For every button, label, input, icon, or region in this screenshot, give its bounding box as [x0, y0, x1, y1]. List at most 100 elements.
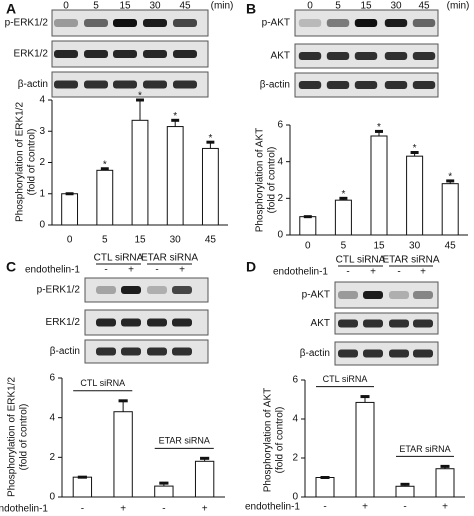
blot-band [121, 286, 141, 294]
blot-band [298, 19, 322, 27]
lane-label: 0 [63, 1, 69, 12]
blot-band [143, 80, 167, 89]
x-tick-label: - [81, 504, 84, 515]
y-axis-label: (fold of control) [267, 147, 278, 214]
lane-label: - [104, 265, 107, 276]
y-axis-label: Phosphorylation of ERK1/2 [7, 377, 18, 498]
bar [96, 169, 114, 226]
blot-band [389, 349, 409, 358]
error-cap [65, 192, 74, 196]
blot-band [412, 52, 436, 60]
blot-band [172, 347, 192, 356]
blot-band [298, 52, 322, 60]
error-cap [159, 481, 169, 485]
blot-band [389, 291, 409, 299]
panel-letter: A [6, 1, 16, 17]
x-tick-label: + [202, 504, 208, 515]
blot-band [412, 19, 436, 27]
group-label: ETAR siRNA [399, 444, 450, 454]
blot-row-label: p-ERK1/2 [37, 285, 81, 296]
lane-label: - [346, 267, 349, 278]
lane-label: 15 [360, 1, 372, 12]
x-axis-label: endothelin-1 [0, 504, 48, 515]
x-axis-label: endothelin-1 [245, 502, 300, 513]
x-tick-label: 30 [409, 241, 421, 252]
group-label: CTL siRNA [336, 255, 386, 266]
blot-band [413, 291, 433, 299]
x-tick-label: 15 [373, 241, 385, 252]
significance-marker: * [138, 91, 142, 102]
group-label: ETAR siRNA [159, 436, 210, 446]
y-axis-label: (fold of control) [19, 404, 30, 471]
x-tick-label: 0 [305, 241, 311, 252]
error-cap [360, 395, 370, 399]
error-cap [320, 476, 330, 479]
bar [299, 216, 317, 236]
error-cap [100, 167, 109, 171]
x-tick-label: 30 [170, 235, 182, 246]
y-axis-label: (fold of control) [275, 407, 286, 474]
blot-row-label: β-actin [18, 79, 48, 90]
x-tick-label: 45 [445, 241, 457, 252]
y-tick-label: 6 [49, 373, 55, 384]
blot-band [354, 19, 378, 27]
bar [72, 476, 93, 498]
blot-band [413, 319, 433, 328]
blot-band [121, 347, 141, 356]
blot-band [143, 50, 167, 58]
lane-label: 30 [149, 1, 161, 12]
significance-marker: * [208, 133, 212, 144]
lane-label: 5 [93, 1, 99, 12]
x-tick-label: + [442, 502, 448, 513]
y-tick-label: 6 [277, 120, 283, 131]
y-tick-label: 0 [39, 220, 45, 231]
bar [441, 183, 459, 236]
panel-letter: C [6, 259, 16, 275]
y-tick-label: 2 [277, 193, 283, 204]
bar [334, 199, 352, 236]
error-cap [136, 98, 144, 102]
blot-band [363, 319, 383, 328]
blot-row-label: ERK1/2 [14, 49, 49, 60]
y-tick-label: 1 [39, 188, 45, 199]
y-axis-label: Phosphorylation of AKT [255, 128, 266, 233]
lane-label: + [128, 265, 134, 276]
blot-band [338, 291, 358, 299]
error-cap [400, 482, 410, 486]
error-cap [339, 196, 348, 200]
blot-band [172, 286, 192, 294]
blot-band [84, 80, 108, 89]
blot-row-label: p-ERK1/2 [5, 18, 49, 29]
blot-band [173, 50, 197, 58]
blot-band [363, 349, 383, 358]
x-tick-label: - [323, 502, 326, 513]
y-tick-label: 0 [49, 492, 55, 503]
blot-band [96, 318, 116, 327]
blot-row-label: p-AKT [262, 18, 290, 29]
lane-label: + [370, 267, 376, 278]
group-label: ETAR siRNA [141, 253, 198, 264]
blot-band [96, 286, 116, 294]
y-axis-label: (fold of control) [27, 129, 38, 196]
blot-band [113, 80, 137, 89]
bar [406, 155, 424, 236]
y-tick-label: 2 [39, 157, 45, 168]
group-label: CTL siRNA [323, 374, 368, 384]
x-tick-label: 5 [102, 235, 108, 246]
significance-marker: * [103, 159, 107, 170]
bar [194, 460, 215, 498]
lane-label: 30 [390, 1, 402, 12]
lane-label: - [397, 267, 400, 278]
error-cap [410, 151, 419, 154]
blot-band [298, 81, 322, 89]
x-tick-label: 0 [67, 235, 73, 246]
significance-marker: * [377, 122, 381, 133]
error-cap [440, 464, 450, 468]
blot-band [384, 19, 408, 27]
lane-label: + [420, 267, 426, 278]
treatment-label: endothelin-1 [25, 265, 80, 276]
error-cap [206, 140, 215, 144]
blot-band [363, 291, 383, 299]
blot-band [84, 50, 108, 58]
